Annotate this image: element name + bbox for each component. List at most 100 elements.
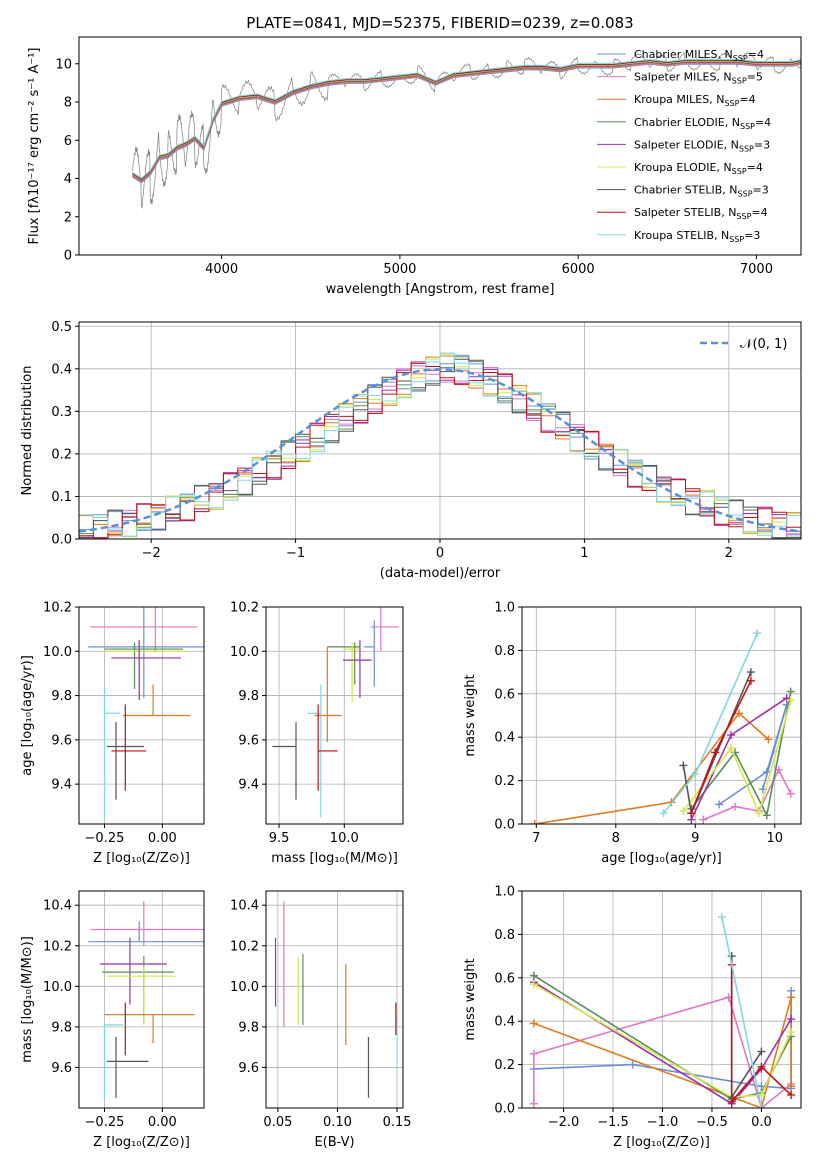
weight-marker: [786, 696, 795, 705]
errorbar-point: [272, 722, 297, 800]
weight-line: [690, 691, 792, 818]
charts-layer: 400050006000700080000246810wavelength [A…: [20, 36, 802, 1150]
weight-marker: [786, 687, 795, 696]
y-tick-label: 9.6: [238, 733, 259, 748]
weight-line: [533, 981, 792, 1105]
x-tick-label: 10.0: [330, 831, 359, 846]
weight-marker: [746, 668, 755, 677]
panel-age-vs-mass: 9.5 10.0 9.4 9.6 9.8 10.0 10.2 mass [log₁₀(M/M⊙…: [230, 601, 404, 866]
axes-frame: [521, 890, 802, 1109]
model-spectrum-line: [132, 59, 801, 179]
legend-entry: 𝒩(0, 1): [740, 337, 787, 352]
weight-marker: [715, 800, 724, 809]
panel-weight-vs-Z: −2.0 −1.5 −1.0 −0.5 0.0 0.0 0.2 0.4 0.6 0.8 1.0 Z […: [463, 885, 802, 1150]
weight-marker: [787, 993, 796, 1002]
errorbar-point: [314, 646, 342, 743]
x-tick-label: 2: [725, 546, 733, 561]
errorbar-point: [370, 607, 400, 652]
data-spectrum-line: [132, 51, 801, 210]
x-axis-label: age [log₁₀(age/yr)]: [601, 851, 722, 866]
y-tick-label: 0.8: [494, 928, 515, 943]
weight-marker: [529, 1099, 538, 1108]
y-tick-label: 0.0: [494, 818, 515, 833]
legend-entry: Kroupa STELIB, NSSP=3: [634, 229, 760, 244]
weight-marker: [691, 770, 700, 779]
x-tick-label: −0.5: [696, 1115, 728, 1130]
weight-line: [721, 916, 763, 1108]
errorbar-point: [104, 1014, 195, 1044]
weight-marker: [699, 815, 708, 824]
x-tick-label: 9: [691, 831, 699, 846]
x-tick-label: 10: [766, 831, 783, 846]
y-tick-label: 9.8: [238, 1020, 259, 1035]
weight-marker: [762, 811, 771, 820]
weight-marker: [757, 1062, 766, 1071]
panel-weight-vs-age: 7 8 9 10 0.0 0.2 0.4 0.6 0.8 1.0 age [log₁₀(age/yr…: [463, 601, 802, 866]
axes-frame: [78, 890, 205, 1109]
x-tick-label: −1.5: [597, 1115, 629, 1130]
weight-line: [533, 983, 792, 1099]
y-tick-label: 9.6: [238, 1061, 259, 1076]
y-tick-label: 0.6: [494, 687, 515, 702]
errorbar-point: [99, 937, 167, 1005]
x-tick-label: 0.10: [323, 1115, 352, 1130]
y-tick-label: 10.4: [43, 899, 72, 914]
x-tick-label: −0.25: [85, 831, 125, 846]
errorbar-point: [122, 684, 191, 717]
weight-marker: [529, 1019, 538, 1028]
y-tick-label: 0.0: [494, 1102, 515, 1117]
y-tick-label: 0.6: [494, 971, 515, 986]
errorbar-point: [104, 642, 186, 700]
y-tick-label: 10.2: [230, 601, 259, 616]
y-tick-label: 9.4: [51, 778, 72, 793]
y-tick-label: 0.4: [51, 362, 72, 377]
errorbar-point: [88, 607, 204, 698]
weight-marker: [787, 1082, 796, 1091]
weight-marker: [529, 980, 538, 989]
y-tick-label: 10: [55, 57, 72, 72]
y-tick-label: 0.2: [51, 447, 72, 462]
x-tick-label: 0.05: [263, 1115, 292, 1130]
legend-entry: Chabrier ELODIE, NSSP=4: [634, 116, 771, 131]
weight-marker: [762, 767, 771, 776]
x-axis-label: Z [log₁₀(Z/Z⊙)]: [93, 851, 190, 866]
panel-spectrum: 400050006000700080000246810wavelength [A…: [27, 36, 802, 297]
y-tick-label: 0.5: [51, 320, 72, 335]
y-tick-label: 0.2: [494, 774, 515, 789]
x-axis-label: Z [log₁₀(Z/Z⊙)]: [93, 1135, 190, 1150]
x-tick-label: 0.00: [148, 831, 177, 846]
weight-line: [534, 712, 769, 824]
plot-area-age-vs-mass: [272, 607, 400, 818]
errorbar-point: [317, 704, 338, 791]
weight-marker: [787, 1028, 796, 1037]
errorbar-point: [103, 686, 121, 820]
legend-entry: Salpeter STELIB, NSSP=4: [634, 206, 768, 221]
axes-frame: [265, 606, 404, 825]
x-tick-label: 0: [436, 546, 444, 561]
x-tick-label: 1: [580, 546, 588, 561]
weight-marker: [530, 820, 539, 824]
normal-curve: [79, 368, 801, 533]
plot-area-mass-vs-Z: [88, 901, 204, 1100]
weight-marker: [786, 789, 795, 798]
y-tick-label: 10.0: [230, 645, 259, 660]
y-tick-label: 0.3: [51, 405, 72, 420]
y-tick-label: 9.8: [51, 689, 72, 704]
y-tick-label: 10.4: [230, 899, 259, 914]
y-axis-label: Flux [fλ10⁻¹⁷ erg cm⁻² s⁻¹ A⁻¹]: [27, 48, 42, 245]
axes-frame: [521, 606, 802, 825]
legend-entry: Kroupa MILES, NSSP=4: [634, 93, 756, 108]
y-axis-label: mass weight: [463, 958, 478, 1040]
plot-area-weight-vs-Z: [529, 913, 796, 1108]
figure-title: PLATE=0841, MJD=52375, FIBERID=0239, z=0…: [246, 14, 633, 32]
x-axis-label: (data-model)/error: [380, 566, 501, 581]
y-tick-label: 0.2: [494, 1058, 515, 1073]
errorbar-point: [90, 901, 204, 946]
y-tick-label: 9.8: [51, 1020, 72, 1035]
x-tick-label: −2.0: [548, 1115, 580, 1130]
axes-frame: [78, 606, 205, 825]
y-tick-label: 0.8: [494, 644, 515, 659]
y-tick-label: 9.6: [51, 733, 72, 748]
x-tick-label: −0.25: [85, 1115, 125, 1130]
weight-marker: [787, 1015, 796, 1024]
